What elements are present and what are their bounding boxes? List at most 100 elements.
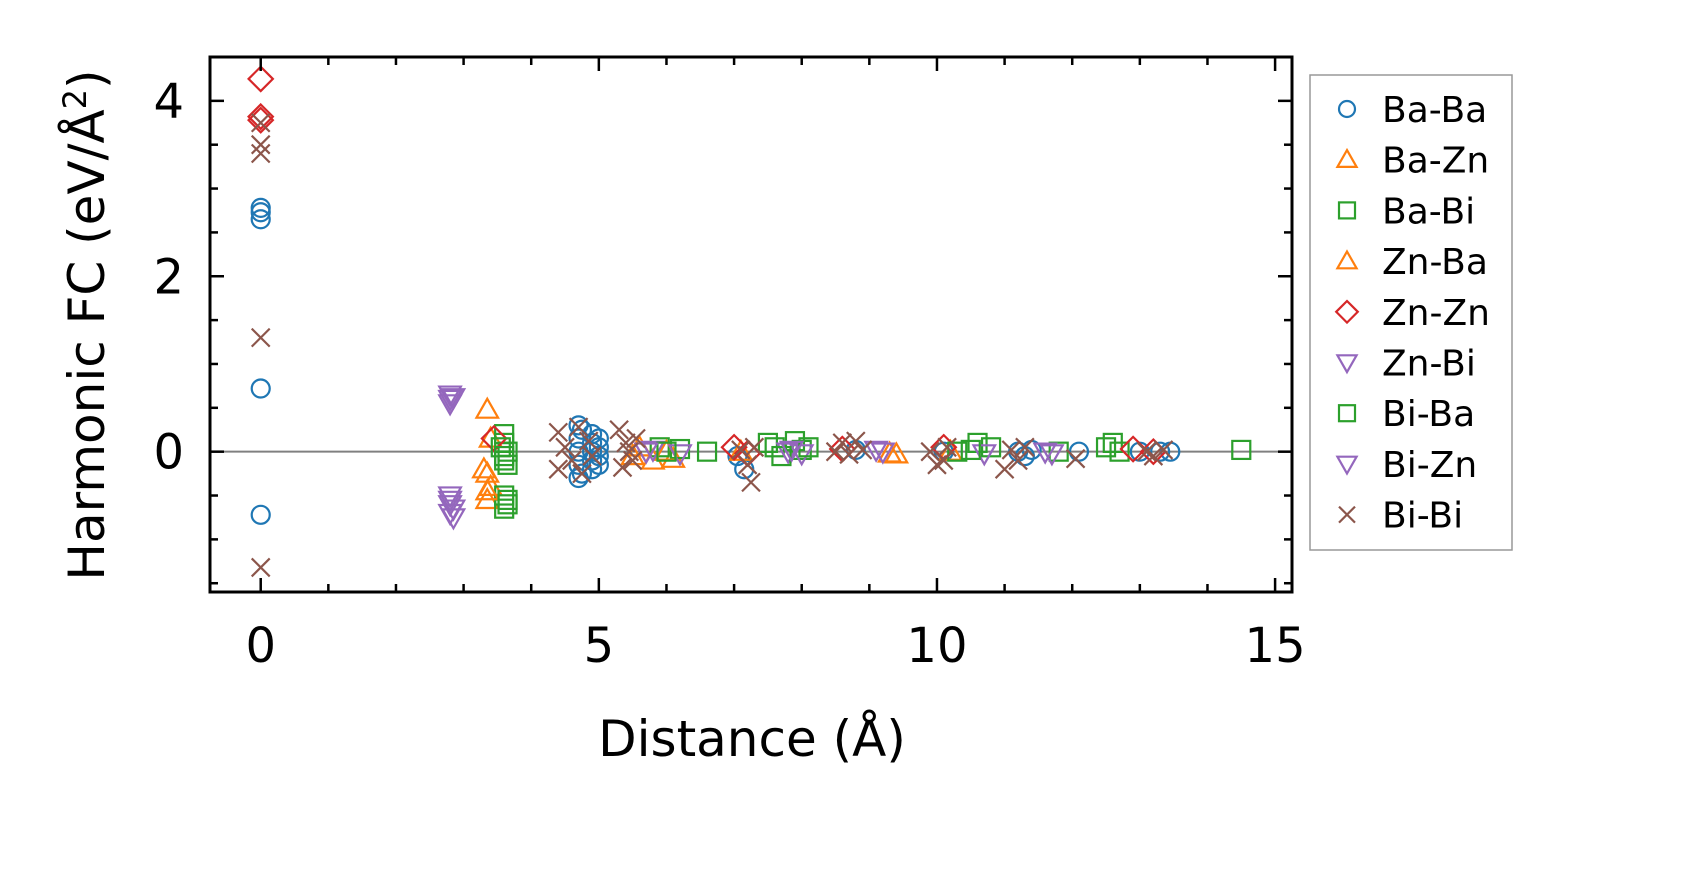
data-point — [440, 388, 467, 411]
data-point — [960, 439, 981, 461]
x-tick-label: 5 — [584, 618, 615, 674]
legend-label: Bi-Bi — [1382, 496, 1463, 537]
legend-marker — [1335, 249, 1359, 270]
data-point — [247, 65, 275, 93]
data-point — [744, 437, 765, 458]
data-point — [622, 450, 643, 471]
series-zn-zn — [247, 65, 1168, 468]
data-point — [440, 508, 467, 531]
data-point — [497, 489, 518, 511]
data-point — [649, 437, 670, 458]
y-tick-labels: 0 2 4 — [153, 74, 184, 481]
data-point — [250, 113, 271, 133]
data-point — [582, 446, 602, 466]
data-point — [480, 424, 508, 453]
data-point — [852, 440, 873, 460]
data-point — [494, 445, 515, 467]
series-bi-zn — [440, 388, 1058, 531]
data-point — [578, 431, 599, 451]
data-point — [863, 440, 889, 463]
data-point — [588, 437, 609, 458]
data-point — [250, 378, 271, 399]
legend-marker — [1334, 299, 1360, 325]
data-point — [250, 557, 271, 578]
data-point — [1032, 442, 1058, 465]
data-point — [839, 444, 859, 465]
x-tick-labels: 0 5 10 15 — [245, 618, 1305, 674]
data-point — [548, 459, 569, 479]
data-point — [548, 422, 569, 443]
data-point — [1109, 441, 1130, 462]
data-point — [933, 450, 954, 471]
y-tick-label: 2 — [153, 249, 184, 305]
x-tick-label: 0 — [245, 618, 276, 674]
data-point — [555, 437, 575, 458]
data-point — [250, 143, 271, 164]
data-point — [250, 202, 271, 223]
legend: Ba-Ba Ba-Zn Ba-Bi Zn-Ba Zn-Zn Zn-Bi Bi-Ba Bi-Zn… — [1309, 74, 1513, 551]
data-point — [474, 478, 500, 501]
legend-marker — [1335, 455, 1359, 476]
y-axis-label-close: ) — [58, 69, 116, 89]
data-point — [937, 437, 957, 458]
data-point — [846, 431, 866, 451]
data-point — [571, 463, 593, 484]
legend-marker — [1337, 201, 1357, 220]
data-point — [1153, 440, 1174, 460]
data-point — [1015, 437, 1035, 458]
legend-label: Zn-Zn — [1382, 293, 1490, 334]
y-axis-label: Harmonic FC (eV/Å2) — [56, 69, 116, 580]
legend-label: Ba-Zn — [1382, 141, 1489, 182]
data-point — [1039, 444, 1065, 467]
legend-label: Zn-Ba — [1382, 242, 1488, 283]
data-point — [612, 457, 633, 478]
data-point — [757, 432, 779, 454]
legend-items: Ba-Ba Ba-Zn Ba-Bi Zn-Ba Zn-Zn Zn-Bi Bi-Ba Bi-Zn… — [1334, 90, 1490, 537]
data-point — [720, 433, 748, 461]
data-point — [771, 445, 792, 467]
legend-marker — [1335, 354, 1359, 375]
series-zn-bi — [437, 385, 1065, 527]
y-axis-label-main: Harmonic FC (eV/Å — [58, 109, 116, 580]
data-point — [588, 445, 609, 467]
data-point — [980, 437, 1002, 458]
data-point — [572, 463, 592, 484]
data-point — [1065, 448, 1086, 469]
data-point — [789, 444, 815, 467]
data-point — [568, 417, 589, 437]
data-point — [250, 504, 271, 525]
data-point — [474, 396, 500, 419]
data-point — [778, 440, 805, 463]
data-point — [1143, 446, 1164, 466]
axis-ticks — [210, 55, 1292, 592]
legend-marker — [1337, 404, 1357, 423]
legend-marker — [1335, 147, 1359, 168]
data-point — [250, 327, 271, 348]
data-point — [971, 444, 998, 467]
data-points — [247, 65, 1252, 578]
plot-area — [208, 55, 1294, 594]
legend-marker — [1337, 99, 1357, 119]
data-point — [609, 419, 629, 440]
data-point — [1231, 439, 1252, 461]
series-ba-ba — [250, 197, 1181, 525]
data-point — [696, 441, 718, 462]
data-point — [1008, 450, 1028, 471]
y-tick-label: 0 — [153, 425, 184, 481]
data-point — [775, 442, 801, 465]
y-axis-label-superscript: 2 — [56, 89, 94, 109]
series-bi-bi — [250, 113, 1174, 578]
legend-marker — [1338, 505, 1356, 524]
data-point — [562, 450, 582, 471]
data-point — [920, 441, 940, 462]
data-point — [571, 419, 593, 440]
data-point — [247, 102, 275, 131]
data-point — [994, 459, 1015, 479]
data-point — [870, 442, 896, 465]
plot-frame — [208, 55, 1294, 594]
series-bi-ba — [490, 437, 1117, 511]
data-point — [883, 441, 910, 464]
data-point — [250, 209, 271, 230]
legend-label: Ba-Ba — [1382, 90, 1487, 131]
